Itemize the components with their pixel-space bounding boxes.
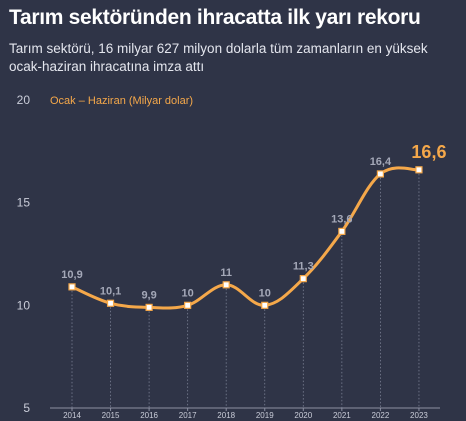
data-points xyxy=(68,166,423,311)
data-label: 10,1 xyxy=(100,285,121,297)
y-tick-label: 15 xyxy=(17,196,31,210)
legend-label: Ocak – Haziran (Milyar dolar) xyxy=(50,95,193,107)
x-tick-label: 2023 xyxy=(410,411,428,420)
data-point xyxy=(376,170,384,178)
y-tick-label: 10 xyxy=(17,298,31,312)
data-label: 10 xyxy=(182,287,194,299)
data-label-highlight: 16,6 xyxy=(411,142,446,162)
y-axis: 5 10 15 20 xyxy=(17,93,31,415)
drop-lines xyxy=(71,173,420,408)
data-label: 10,9 xyxy=(61,269,82,281)
data-point xyxy=(68,283,76,291)
data-point xyxy=(338,227,346,236)
x-tick-label: 2022 xyxy=(372,411,390,420)
data-label: 11 xyxy=(220,267,232,279)
data-label: 16,4 xyxy=(370,156,392,168)
x-tick-label: 2016 xyxy=(140,411,158,420)
data-label: 9,9 xyxy=(141,289,156,301)
y-tick-label: 5 xyxy=(23,401,30,415)
data-label: 10 xyxy=(259,287,271,299)
data-point xyxy=(222,281,230,289)
chart-subtitle: Tarım sektörü, 16 milyar 627 milyon dola… xyxy=(9,41,428,74)
data-label: 11,3 xyxy=(293,261,314,273)
x-tick-label: 2021 xyxy=(333,411,351,420)
data-point xyxy=(415,166,423,174)
data-labels: 10,9 10,1 9,9 10 11 10 11,3 13,6 16,4 16,6 xyxy=(61,142,446,302)
series-path xyxy=(70,166,421,310)
data-label: 13,6 xyxy=(331,213,352,225)
data-point xyxy=(145,303,153,311)
data-point xyxy=(299,275,307,283)
data-point xyxy=(106,299,115,307)
chart-title: Tarım sektöründen ihracatta ilk yarı rek… xyxy=(9,6,421,29)
data-point xyxy=(261,301,269,309)
x-tick-label: 2015 xyxy=(102,411,120,420)
x-tick-label: 2019 xyxy=(256,411,274,420)
x-axis: 2014 2015 2016 2017 2018 2019 2020 2021 2022 2023 xyxy=(50,407,440,420)
x-tick-label: 2018 xyxy=(217,411,235,420)
x-tick-label: 2014 xyxy=(63,411,81,420)
y-tick-label: 20 xyxy=(17,93,31,107)
x-tick-label: 2020 xyxy=(294,411,312,420)
data-point xyxy=(184,301,192,309)
x-tick-label: 2017 xyxy=(179,411,197,420)
series-line xyxy=(70,166,421,310)
